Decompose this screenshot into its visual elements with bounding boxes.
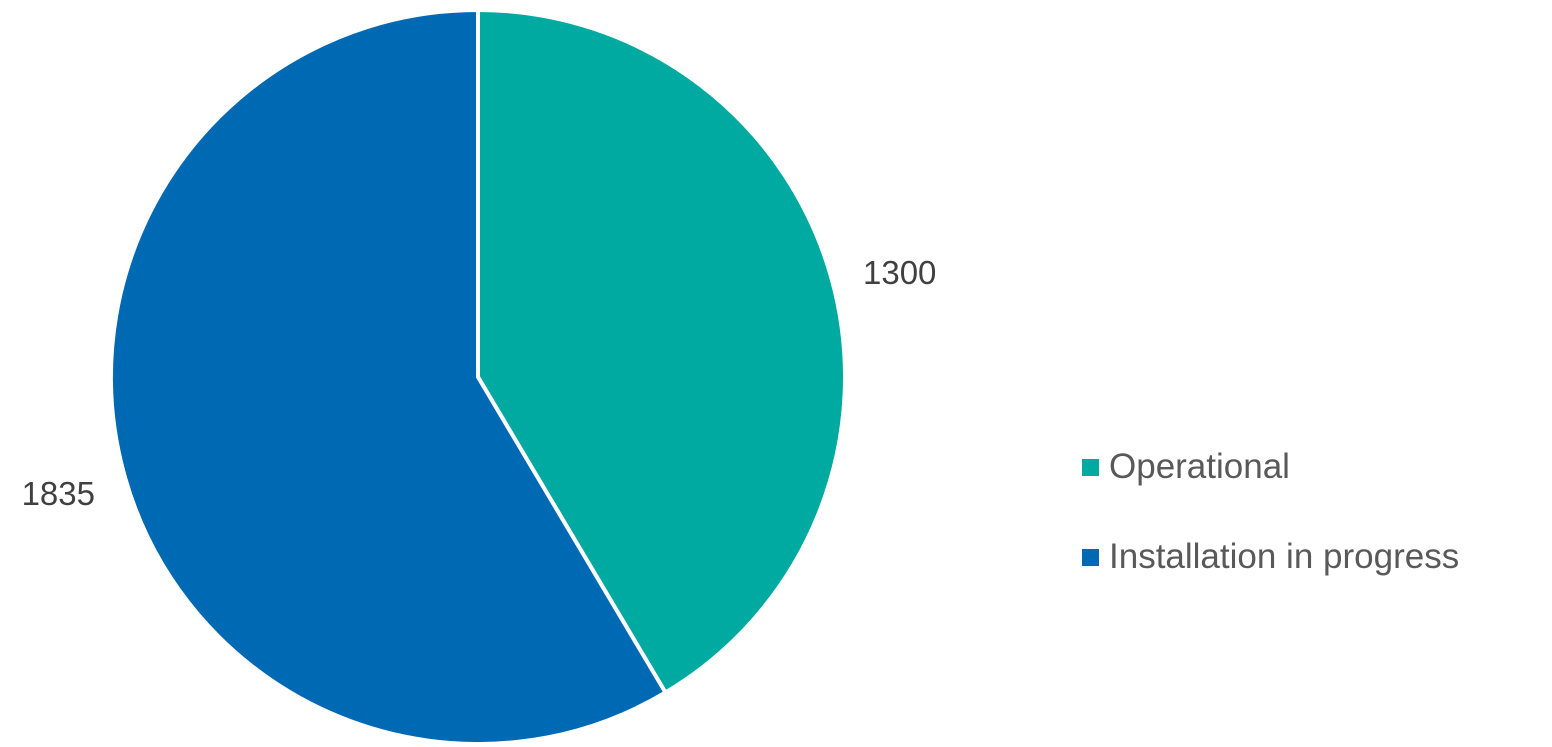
legend-label-installation-in-progress: Installation in progress xyxy=(1109,537,1460,576)
data-label-operational: 1300 xyxy=(863,254,936,291)
legend-swatch-operational xyxy=(1082,458,1099,476)
legend-swatch-installation-in-progress xyxy=(1082,548,1099,566)
legend-item-installation-in-progress: Installation in progress xyxy=(1082,537,1542,577)
pie-slices xyxy=(109,8,847,746)
pie-slice-operational xyxy=(476,8,847,695)
legend-item-operational: Operational xyxy=(1082,447,1542,487)
pie-data-labels: 1300 1835 xyxy=(22,254,937,512)
data-label-installation-in-progress: 1835 xyxy=(22,475,95,512)
legend: Operational Installation in progress xyxy=(1082,447,1542,627)
legend-label-operational: Operational xyxy=(1109,447,1290,486)
